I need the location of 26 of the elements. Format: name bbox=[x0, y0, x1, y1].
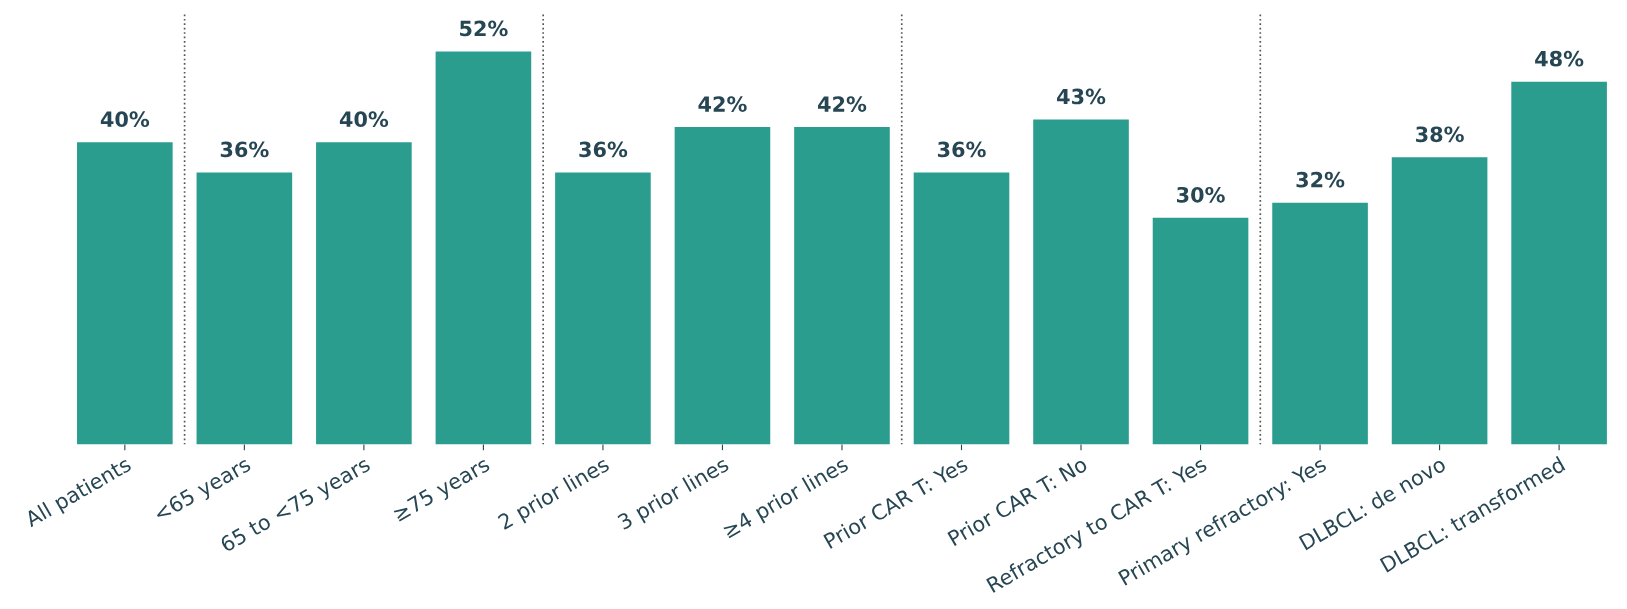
data-label: 32% bbox=[1296, 171, 1345, 188]
bar bbox=[316, 142, 412, 445]
data-label: 48% bbox=[1535, 50, 1584, 67]
bar bbox=[1033, 119, 1129, 445]
data-label: 40% bbox=[339, 111, 389, 128]
bar bbox=[674, 127, 771, 445]
data-label: 30% bbox=[1177, 186, 1225, 203]
data-label: 43% bbox=[1057, 88, 1106, 105]
bar bbox=[913, 172, 1010, 445]
bar bbox=[555, 172, 651, 445]
bar bbox=[1391, 157, 1488, 445]
data-label: 42% bbox=[817, 96, 867, 112]
data-label: 42% bbox=[698, 96, 747, 112]
bar bbox=[794, 127, 890, 445]
bar bbox=[1511, 81, 1607, 445]
data-label: 38% bbox=[1416, 126, 1464, 143]
bar bbox=[435, 51, 532, 445]
bar bbox=[196, 172, 293, 445]
bar bbox=[1272, 202, 1368, 445]
data-label: 40% bbox=[100, 111, 150, 128]
data-label: 52% bbox=[460, 20, 508, 37]
data-label: 36% bbox=[579, 141, 628, 158]
bar bbox=[1152, 217, 1249, 445]
bar bbox=[77, 142, 173, 445]
data-label: 36% bbox=[220, 141, 269, 158]
data-label: 36% bbox=[937, 141, 986, 158]
